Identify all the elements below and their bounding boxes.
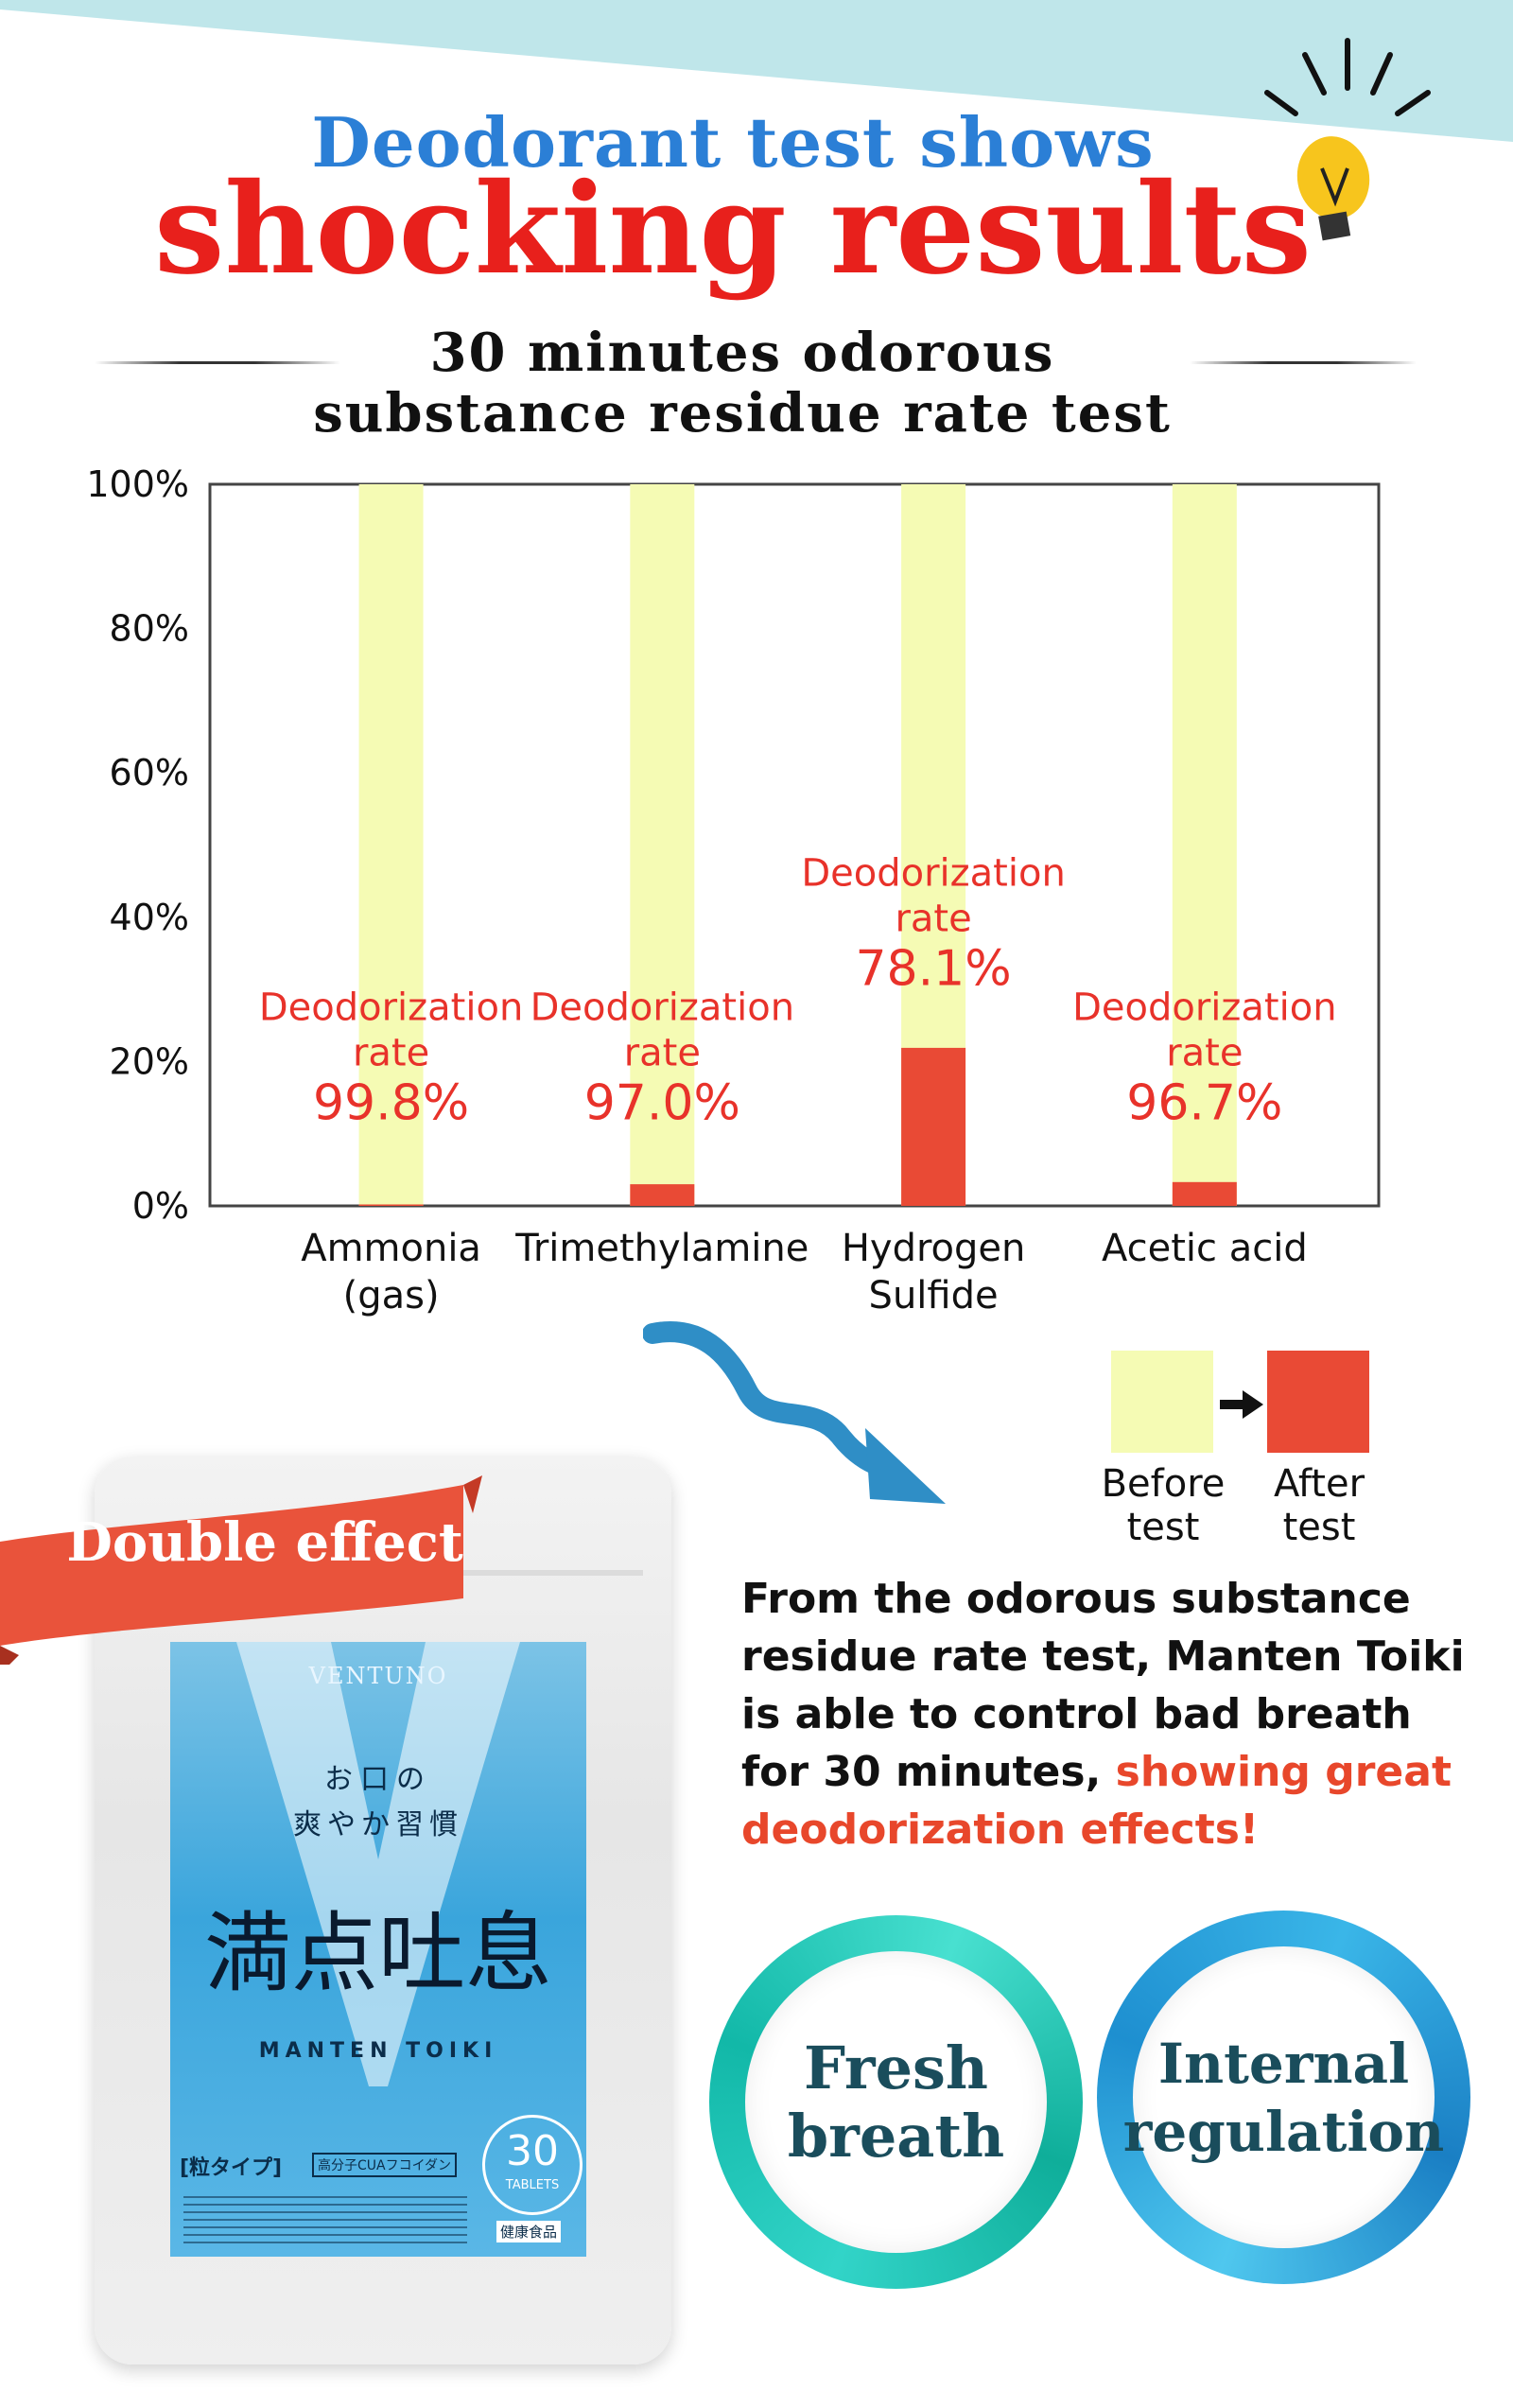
summary-text: From the odorous substance residue rate … bbox=[741, 1570, 1488, 1858]
lightbulb-icon bbox=[1264, 38, 1431, 241]
legend-arrow-icon bbox=[1220, 1390, 1263, 1419]
annotation-label: Deodorization bbox=[1072, 986, 1336, 1030]
double-effect-ribbon bbox=[0, 1475, 482, 1665]
package-brand: VENTUNO bbox=[308, 1663, 448, 1689]
package-v-mark bbox=[236, 1642, 520, 2086]
y-tick-label: 80% bbox=[110, 608, 189, 650]
summary-body: From the odorous substance residue rate … bbox=[741, 1575, 1465, 1796]
x-tick-label: Sulfide bbox=[869, 1274, 999, 1317]
summary-highlight: showing great deodorization effects! bbox=[741, 1748, 1452, 1854]
x-tick-label: Acetic acid bbox=[1102, 1227, 1308, 1270]
x-tick-label: Hydrogen bbox=[842, 1227, 1026, 1270]
package-fine-print bbox=[183, 2196, 467, 2243]
chart-title-line-1: 30 minutes odorous bbox=[429, 322, 1055, 384]
package-count-badge: 30 TABLETS bbox=[482, 2115, 583, 2215]
bar-after-test bbox=[358, 1204, 424, 1206]
chart-title-line-2: substance residue rate test bbox=[313, 382, 1172, 445]
annotation-label: Deodorization bbox=[259, 986, 523, 1030]
badge-fresh-line-2: breath bbox=[787, 2101, 1005, 2171]
annotation-label: Deodorization bbox=[801, 852, 1065, 896]
package-name-jp: 満点吐息 bbox=[203, 1903, 552, 2004]
bar-after-test bbox=[630, 1184, 695, 1206]
annotation-value: 99.8% bbox=[313, 1075, 469, 1132]
legend-label-before: Before test bbox=[1101, 1462, 1226, 1549]
product-package: VENTUNO お口の 爽やか習慣 満点吐息 MANTEN TOIKI [粒タイ… bbox=[95, 1457, 671, 2364]
annotation-value: 97.0% bbox=[584, 1075, 740, 1132]
title-divider-right bbox=[1190, 361, 1417, 364]
badge-internal-regulation: Internal regulation bbox=[1097, 1911, 1470, 2284]
package-type: [粒タイプ] bbox=[180, 2156, 283, 2180]
annotation-value: 78.1% bbox=[855, 941, 1011, 998]
bar-before-test bbox=[630, 484, 695, 1206]
bar-before-test bbox=[358, 484, 424, 1206]
bar-before-test bbox=[1172, 484, 1237, 1206]
package-subtitle-2: 爽やか習慣 bbox=[293, 1808, 463, 1841]
x-tick-label: Ammonia bbox=[301, 1227, 481, 1270]
legend-swatch-before bbox=[1111, 1351, 1213, 1453]
ribbon-label: Double effect bbox=[66, 1511, 463, 1574]
package-name-en: MANTEN TOIKI bbox=[258, 2039, 498, 2063]
bar-after-test bbox=[901, 1047, 966, 1206]
residue-rate-chart: 0% 20% 40% 60% 80% 100% Ammonia(gas) Deodorizat… bbox=[86, 463, 1381, 1317]
package-subtitle-1: お口の bbox=[324, 1763, 432, 1796]
y-tick-label: 0% bbox=[132, 1185, 189, 1227]
legend-swatch-after bbox=[1267, 1351, 1369, 1453]
y-tick-label: 60% bbox=[110, 752, 189, 794]
annotation-label: Deodorization bbox=[530, 986, 794, 1030]
header-background bbox=[0, 0, 1513, 142]
y-tick-label: 100% bbox=[86, 463, 189, 505]
package-tag: 高分子CUAフコイダン bbox=[312, 2153, 458, 2177]
headline-line-2: shocking results bbox=[154, 156, 1312, 303]
arrow-icon bbox=[643, 1321, 946, 1504]
x-tick-label: (gas) bbox=[343, 1274, 440, 1317]
title-divider-left bbox=[95, 361, 340, 364]
y-tick-label: 40% bbox=[110, 897, 189, 938]
badge-internal-line-1: Internal bbox=[1157, 2031, 1410, 2096]
legend-label-after: After test bbox=[1273, 1462, 1365, 1549]
package-count-unit: TABLETS bbox=[505, 2178, 560, 2192]
badge-fresh-breath: Fresh breath bbox=[709, 1915, 1083, 2289]
x-tick-label: Trimethylamine bbox=[514, 1227, 809, 1270]
package-count: 30 bbox=[506, 2127, 559, 2175]
y-tick-label: 20% bbox=[110, 1040, 189, 1082]
annotation-label: rate bbox=[895, 898, 971, 941]
package-category: 健康食品 bbox=[496, 2221, 562, 2242]
annotation-label: rate bbox=[353, 1032, 429, 1075]
annotation-label: rate bbox=[1166, 1032, 1243, 1075]
bar-after-test bbox=[1172, 1181, 1237, 1206]
annotation-label: rate bbox=[624, 1032, 701, 1075]
badge-internal-line-2: regulation bbox=[1122, 2099, 1445, 2164]
annotation-value: 96.7% bbox=[1126, 1075, 1282, 1132]
package-label: VENTUNO お口の 爽やか習慣 満点吐息 MANTEN TOIKI [粒タイ… bbox=[170, 1642, 586, 2257]
badge-fresh-line-1: Fresh bbox=[803, 2033, 989, 2103]
headline-line-1: Deodorant test shows bbox=[311, 102, 1155, 183]
